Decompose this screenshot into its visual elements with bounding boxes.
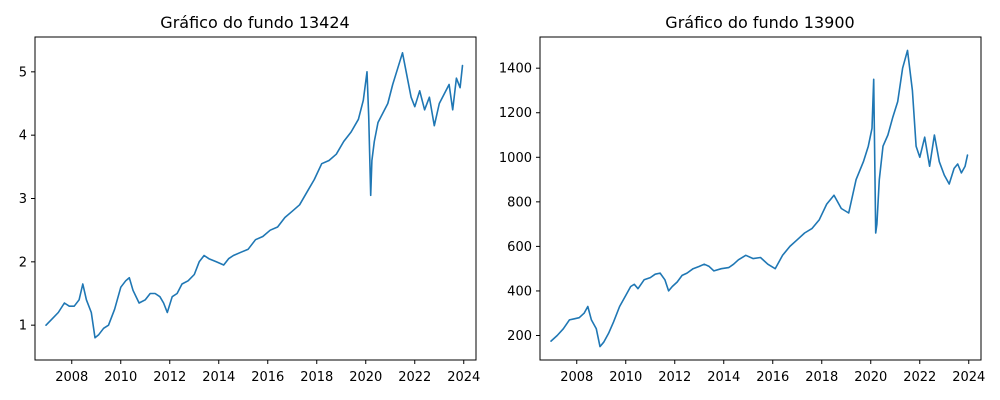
- y-tick-label: 1400: [499, 62, 532, 77]
- chart-title: Gráfico do fundo 13424: [160, 13, 349, 32]
- plot-area-frame: [539, 36, 982, 361]
- y-tick-label: 800: [507, 195, 532, 210]
- chart-panel-left: Gráfico do fundo 13424 1 2 3 4 5 2008 2010 201…: [19, 13, 481, 385]
- y-tick-label: 600: [507, 240, 532, 255]
- y-axis-ticks: 1 2 3 4 5: [19, 65, 35, 334]
- y-axis-ticks: 200 400 600 800 1000 1200 1400: [499, 62, 540, 344]
- y-tick-label: 5: [19, 65, 27, 80]
- y-tick-label: 200: [507, 329, 532, 344]
- x-axis-ticks: 2008 2010 2012 2014 2016 2018 2020 2022 2024: [55, 360, 480, 385]
- x-tick-label: 2012: [153, 370, 186, 385]
- x-tick-label: 2008: [55, 370, 88, 385]
- x-tick-label: 2022: [903, 370, 936, 385]
- x-tick-label: 2016: [756, 370, 789, 385]
- x-tick-label: 2024: [447, 370, 480, 385]
- x-tick-label: 2008: [560, 370, 593, 385]
- chart-panel-right: Gráfico do fundo 13900 200 400 600 800 1000 1…: [499, 13, 985, 385]
- x-tick-label: 2018: [805, 370, 838, 385]
- y-tick-label: 3: [19, 192, 27, 207]
- plot-area-frame: [34, 36, 477, 361]
- x-tick-label: 2010: [104, 370, 137, 385]
- x-tick-label: 2012: [658, 370, 691, 385]
- x-tick-label: 2014: [202, 370, 235, 385]
- series-line: [550, 49, 969, 348]
- x-tick-label: 2016: [251, 370, 284, 385]
- x-tick-label: 2014: [707, 370, 740, 385]
- x-tick-label: 2018: [300, 370, 333, 385]
- y-tick-label: 1000: [499, 151, 532, 166]
- x-axis-ticks: 2008 2010 2012 2014 2016 2018 2020 2022 2024: [560, 360, 985, 385]
- chart-title: Gráfico do fundo 13900: [665, 13, 854, 32]
- y-tick-label: 4: [19, 129, 27, 144]
- y-tick-label: 1200: [499, 106, 532, 121]
- x-tick-label: 2020: [349, 370, 382, 385]
- y-tick-label: 400: [507, 284, 532, 299]
- series-line: [45, 52, 464, 339]
- x-tick-label: 2020: [854, 370, 887, 385]
- x-tick-label: 2022: [398, 370, 431, 385]
- y-tick-label: 2: [19, 255, 27, 270]
- y-tick-label: 1: [19, 319, 27, 334]
- x-tick-label: 2024: [952, 370, 985, 385]
- x-tick-label: 2010: [609, 370, 642, 385]
